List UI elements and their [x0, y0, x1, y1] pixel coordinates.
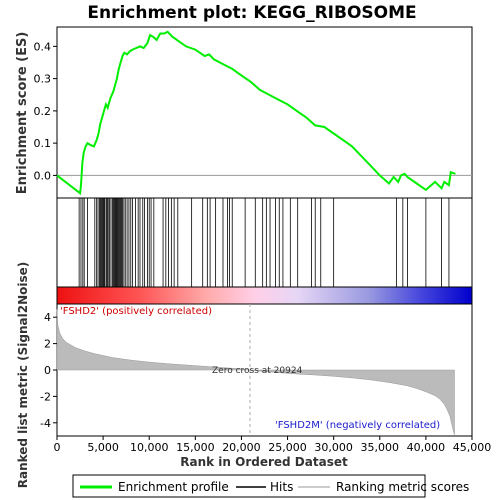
- rank-y-ticks: -4 -2 0 2 4: [40, 311, 57, 430]
- es-panel: [56, 26, 473, 199]
- es-y-ticks: 0.0 0.1 0.2 0.3 0.4: [34, 40, 57, 182]
- ranking-metric-area: [56, 309, 455, 435]
- legend-metric-label: Ranking metric scores: [336, 480, 469, 494]
- x-tick-label: 5,000: [87, 441, 119, 454]
- legend-es-label: Enrichment profile: [118, 480, 229, 494]
- legend-box: [72, 474, 426, 498]
- legend-hits-label: Hits: [270, 480, 293, 494]
- x-tick-label: 30,000: [314, 441, 353, 454]
- es-tick-label: 0.3: [34, 73, 52, 86]
- es-curve: [56, 30, 456, 196]
- x-tick-label: 20,000: [222, 441, 261, 454]
- rank-tick-label: 4: [44, 311, 51, 324]
- x-tick-label: 15,000: [176, 441, 215, 454]
- rank-tick-label: 2: [44, 338, 51, 351]
- positive-correlation-label: 'FSHD2' (positively correlated): [60, 306, 212, 317]
- rank-y-axis-label: Ranked list metric (Signal2Noise): [16, 262, 30, 489]
- x-tick-label: 45,000: [453, 441, 492, 454]
- rank-tick-label: -2: [40, 390, 51, 403]
- es-tick-label: 0.4: [34, 40, 52, 53]
- es-tick-label: 0.0: [34, 169, 52, 182]
- x-tick-label: 0: [54, 441, 61, 454]
- x-tick-label: 25,000: [268, 441, 307, 454]
- x-axis-label: Rank in Ordered Dataset: [180, 455, 348, 469]
- rank-tick-label: -4: [40, 417, 51, 430]
- zero-cross-label: Zero cross at 20924: [212, 366, 303, 376]
- rank-tick-label: 0: [44, 364, 51, 377]
- x-tick-label: 35,000: [361, 441, 400, 454]
- ranking-color-bar: [56, 286, 473, 305]
- es-y-axis-label: Enrichment score (ES): [15, 32, 30, 195]
- x-tick-label: 10,000: [130, 441, 169, 454]
- negative-correlation-label: 'FSHD2M' (negatively correlated): [275, 420, 440, 431]
- x-axis-ticks: 0 5,000 10,000 15,000 20,000 25,000 30,000 35,0…: [54, 436, 492, 454]
- hits-panel: [56, 197, 473, 288]
- es-tick-label: 0.2: [34, 105, 52, 118]
- es-tick-label: 0.1: [34, 137, 52, 150]
- x-tick-label: 40,000: [407, 441, 446, 454]
- hit-markers: [78, 198, 450, 287]
- chart-title: Enrichment plot: KEGG_RIBOSOME: [87, 3, 416, 23]
